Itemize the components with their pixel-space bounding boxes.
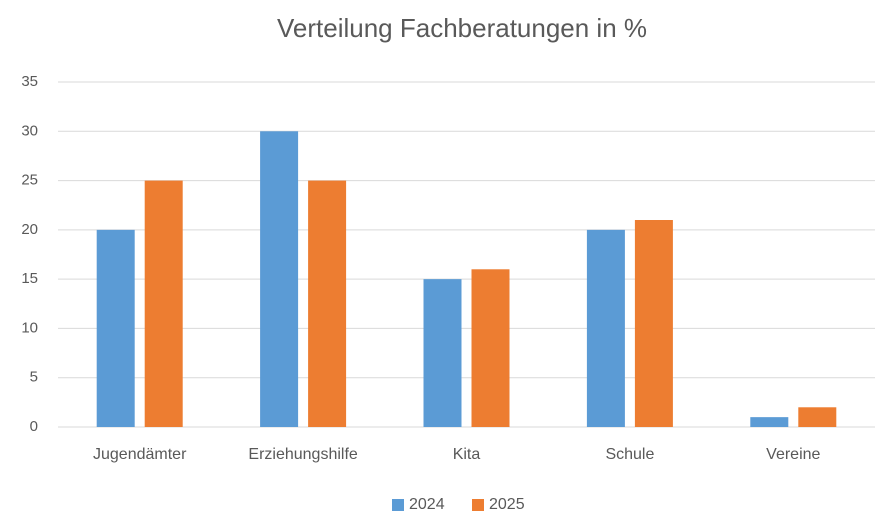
bar [798,407,837,427]
bar [750,417,789,427]
y-tick-label: 35 [21,73,38,90]
y-tick-label: 30 [21,122,38,139]
x-tick-label: Jugendämter [93,446,187,463]
bar [471,269,510,427]
legend-swatch [472,499,484,511]
bar [423,279,462,427]
bar [260,131,299,428]
x-tick-label: Erziehungshilfe [248,446,358,463]
y-tick-label: 0 [30,418,38,435]
y-tick-label: 10 [21,319,38,336]
bar [144,180,183,427]
x-tick-label: Schule [605,446,654,463]
y-tick-label: 15 [21,270,38,287]
y-tick-label: 5 [30,369,38,386]
y-tick-label: 20 [21,221,38,238]
x-tick-label: Vereine [766,446,820,463]
legend-swatch [392,499,404,511]
bar [96,229,135,427]
legend-label: 2024 [409,496,445,513]
bar [308,180,347,427]
bar [586,229,625,427]
x-tick-label: Kita [453,446,481,463]
y-tick-label: 25 [21,172,38,189]
bar [634,220,673,427]
legend-label: 2025 [489,496,525,513]
chart-title: Verteilung Fachberatungen in % [277,13,647,43]
